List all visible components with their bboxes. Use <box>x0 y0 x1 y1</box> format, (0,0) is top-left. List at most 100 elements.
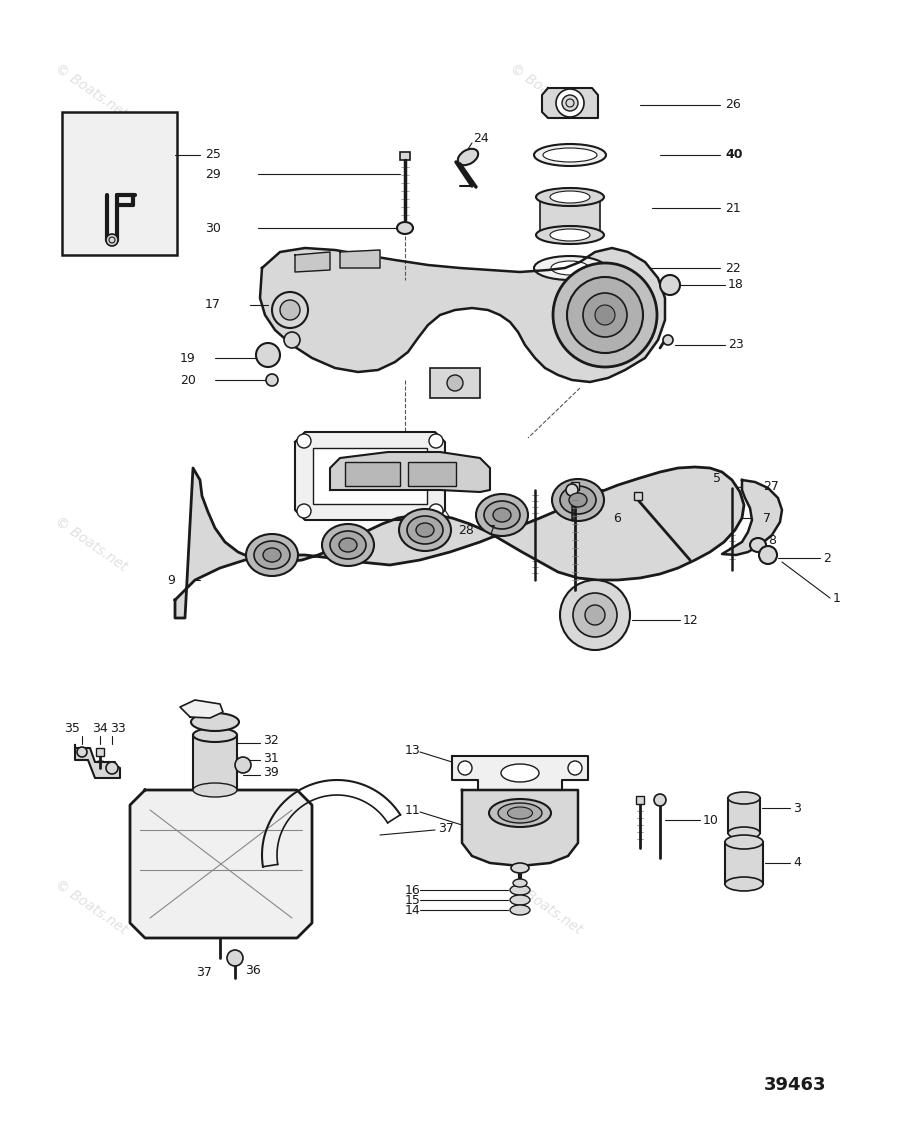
Text: © Boats.net: © Boats.net <box>52 877 130 936</box>
Text: 5: 5 <box>713 471 721 485</box>
Text: 8: 8 <box>768 534 776 546</box>
Ellipse shape <box>501 764 539 782</box>
Bar <box>96 748 104 756</box>
Text: 21: 21 <box>725 202 741 214</box>
Text: 37: 37 <box>197 965 212 979</box>
Ellipse shape <box>484 501 520 529</box>
Circle shape <box>553 263 657 367</box>
Polygon shape <box>260 248 665 382</box>
Circle shape <box>429 504 443 518</box>
Ellipse shape <box>254 540 290 569</box>
Text: 26: 26 <box>725 99 741 111</box>
Text: 27: 27 <box>763 480 779 494</box>
Circle shape <box>562 95 578 111</box>
Text: 40: 40 <box>725 148 743 162</box>
Text: 2: 2 <box>823 552 831 564</box>
Ellipse shape <box>552 479 604 521</box>
Circle shape <box>595 305 615 325</box>
Text: 18: 18 <box>728 279 743 291</box>
Ellipse shape <box>750 538 766 552</box>
Text: © Boats.net: © Boats.net <box>507 514 585 573</box>
Circle shape <box>266 374 278 386</box>
Ellipse shape <box>725 877 763 891</box>
Text: 39463: 39463 <box>763 1076 826 1094</box>
Polygon shape <box>295 432 445 520</box>
Ellipse shape <box>191 713 239 731</box>
Ellipse shape <box>407 516 443 544</box>
Bar <box>408 462 456 486</box>
Ellipse shape <box>510 905 530 915</box>
Circle shape <box>401 224 409 232</box>
Polygon shape <box>75 746 120 778</box>
Text: 12: 12 <box>683 613 699 627</box>
Text: 29: 29 <box>205 168 221 180</box>
Polygon shape <box>175 467 744 617</box>
Text: 33: 33 <box>110 723 126 735</box>
Text: © Boats.net: © Boats.net <box>52 61 130 120</box>
Bar <box>540 197 600 235</box>
Text: © Boats.net: © Boats.net <box>507 61 585 120</box>
Circle shape <box>284 332 300 348</box>
Circle shape <box>272 292 308 327</box>
Bar <box>636 796 644 804</box>
Text: 9: 9 <box>167 573 175 587</box>
Ellipse shape <box>513 879 527 887</box>
Ellipse shape <box>458 148 478 165</box>
Ellipse shape <box>339 538 357 552</box>
Circle shape <box>573 593 617 637</box>
Ellipse shape <box>489 799 551 827</box>
Ellipse shape <box>560 486 596 514</box>
Text: 20: 20 <box>180 374 196 386</box>
Polygon shape <box>340 250 380 269</box>
Polygon shape <box>130 790 312 938</box>
Ellipse shape <box>330 531 366 559</box>
Ellipse shape <box>498 803 542 823</box>
Ellipse shape <box>728 792 760 804</box>
Circle shape <box>106 235 118 246</box>
Ellipse shape <box>728 827 760 840</box>
Circle shape <box>280 300 300 320</box>
Bar <box>571 482 579 489</box>
Text: 3: 3 <box>793 801 801 815</box>
Ellipse shape <box>536 188 604 206</box>
Text: 36: 36 <box>245 963 261 977</box>
Text: 22: 22 <box>725 262 741 274</box>
Text: 23: 23 <box>728 339 743 351</box>
Text: 13: 13 <box>405 743 420 757</box>
Bar <box>193 735 237 790</box>
Polygon shape <box>722 480 782 555</box>
Text: 19: 19 <box>180 351 196 365</box>
Bar <box>62 112 177 255</box>
Bar <box>728 798 760 833</box>
Bar <box>313 448 427 504</box>
Text: 6: 6 <box>613 511 621 525</box>
Circle shape <box>759 546 777 564</box>
Text: 28: 28 <box>458 523 474 537</box>
Ellipse shape <box>550 229 590 241</box>
Text: 11: 11 <box>405 803 420 817</box>
Ellipse shape <box>734 811 754 819</box>
Circle shape <box>764 551 772 559</box>
Bar <box>345 462 400 486</box>
Circle shape <box>256 343 280 367</box>
Text: 32: 32 <box>263 734 278 748</box>
Text: © Boats.net: © Boats.net <box>52 514 130 573</box>
Bar <box>400 152 410 160</box>
Circle shape <box>583 293 627 337</box>
Polygon shape <box>452 756 588 790</box>
Text: 16: 16 <box>405 884 420 896</box>
Text: 30: 30 <box>205 221 221 235</box>
Circle shape <box>585 605 605 625</box>
Polygon shape <box>295 252 330 272</box>
Text: 14: 14 <box>405 903 420 917</box>
Circle shape <box>447 375 463 391</box>
Text: 25: 25 <box>205 148 221 162</box>
Polygon shape <box>330 452 490 492</box>
Text: 1: 1 <box>833 591 841 605</box>
Text: 17: 17 <box>205 298 221 312</box>
Circle shape <box>566 484 578 496</box>
Circle shape <box>663 335 673 346</box>
Text: 31: 31 <box>263 751 278 765</box>
Text: 35: 35 <box>64 723 80 735</box>
Ellipse shape <box>193 729 237 742</box>
